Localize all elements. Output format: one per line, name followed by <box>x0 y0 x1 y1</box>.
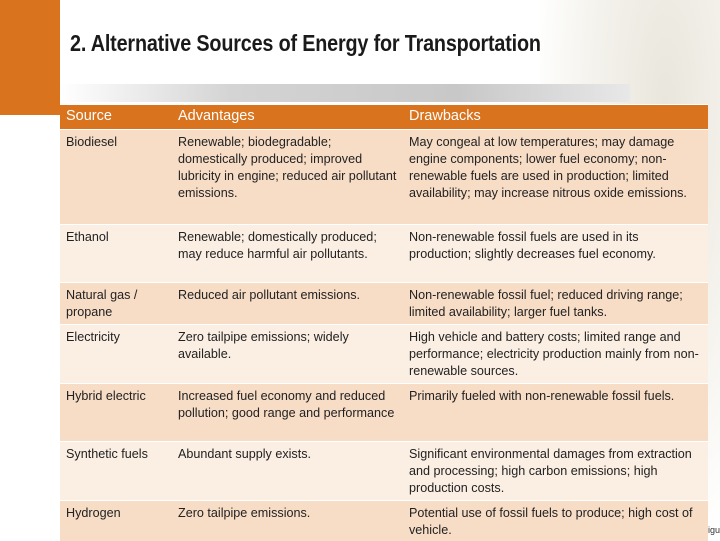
table-cell: Primarily fueled with non-renewable foss… <box>403 384 708 442</box>
table-cell: Renewable; biodegradable; domestically p… <box>172 130 403 225</box>
accent-bar <box>0 0 60 115</box>
table-cell: High vehicle and battery costs; limited … <box>403 325 708 384</box>
table-cell: Reduced air pollutant emissions. <box>172 283 403 325</box>
table-cell: Zero tailpipe emissions; widely availabl… <box>172 325 403 384</box>
table-cell: Non-renewable fossil fuel; reduced drivi… <box>403 283 708 325</box>
table-cell: Zero tailpipe emissions. <box>172 501 403 541</box>
table-cell: Renewable; domestically produced; may re… <box>172 225 403 283</box>
table-cell: Electricity <box>60 325 172 384</box>
table-cell: Source <box>60 105 172 130</box>
table-cell: Hybrid electric <box>60 384 172 442</box>
table-cell: Hydrogen <box>60 501 172 541</box>
table-cell: Potential use of fossil fuels to produce… <box>403 501 708 541</box>
table-cell: Abundant supply exists. <box>172 442 403 501</box>
table-cell: Drawbacks <box>403 105 708 130</box>
table-cell: Significant environmental damages from e… <box>403 442 708 501</box>
slide-title: 2. Alternative Sources of Energy for Tra… <box>70 30 541 57</box>
table-cell: Non-renewable fossil fuels are used in i… <box>403 225 708 283</box>
table-cell: Increased fuel economy and reduced pollu… <box>172 384 403 442</box>
table-cell: Synthetic fuels <box>60 442 172 501</box>
table-cell: Natural gas / propane <box>60 283 172 325</box>
footer-text: igu <box>708 525 720 535</box>
table-cell: Advantages <box>172 105 403 130</box>
table-cell: Ethanol <box>60 225 172 283</box>
table-cell: Biodiesel <box>60 130 172 225</box>
title-rule <box>60 84 630 102</box>
table-cell: May congeal at low temperatures; may dam… <box>403 130 708 225</box>
